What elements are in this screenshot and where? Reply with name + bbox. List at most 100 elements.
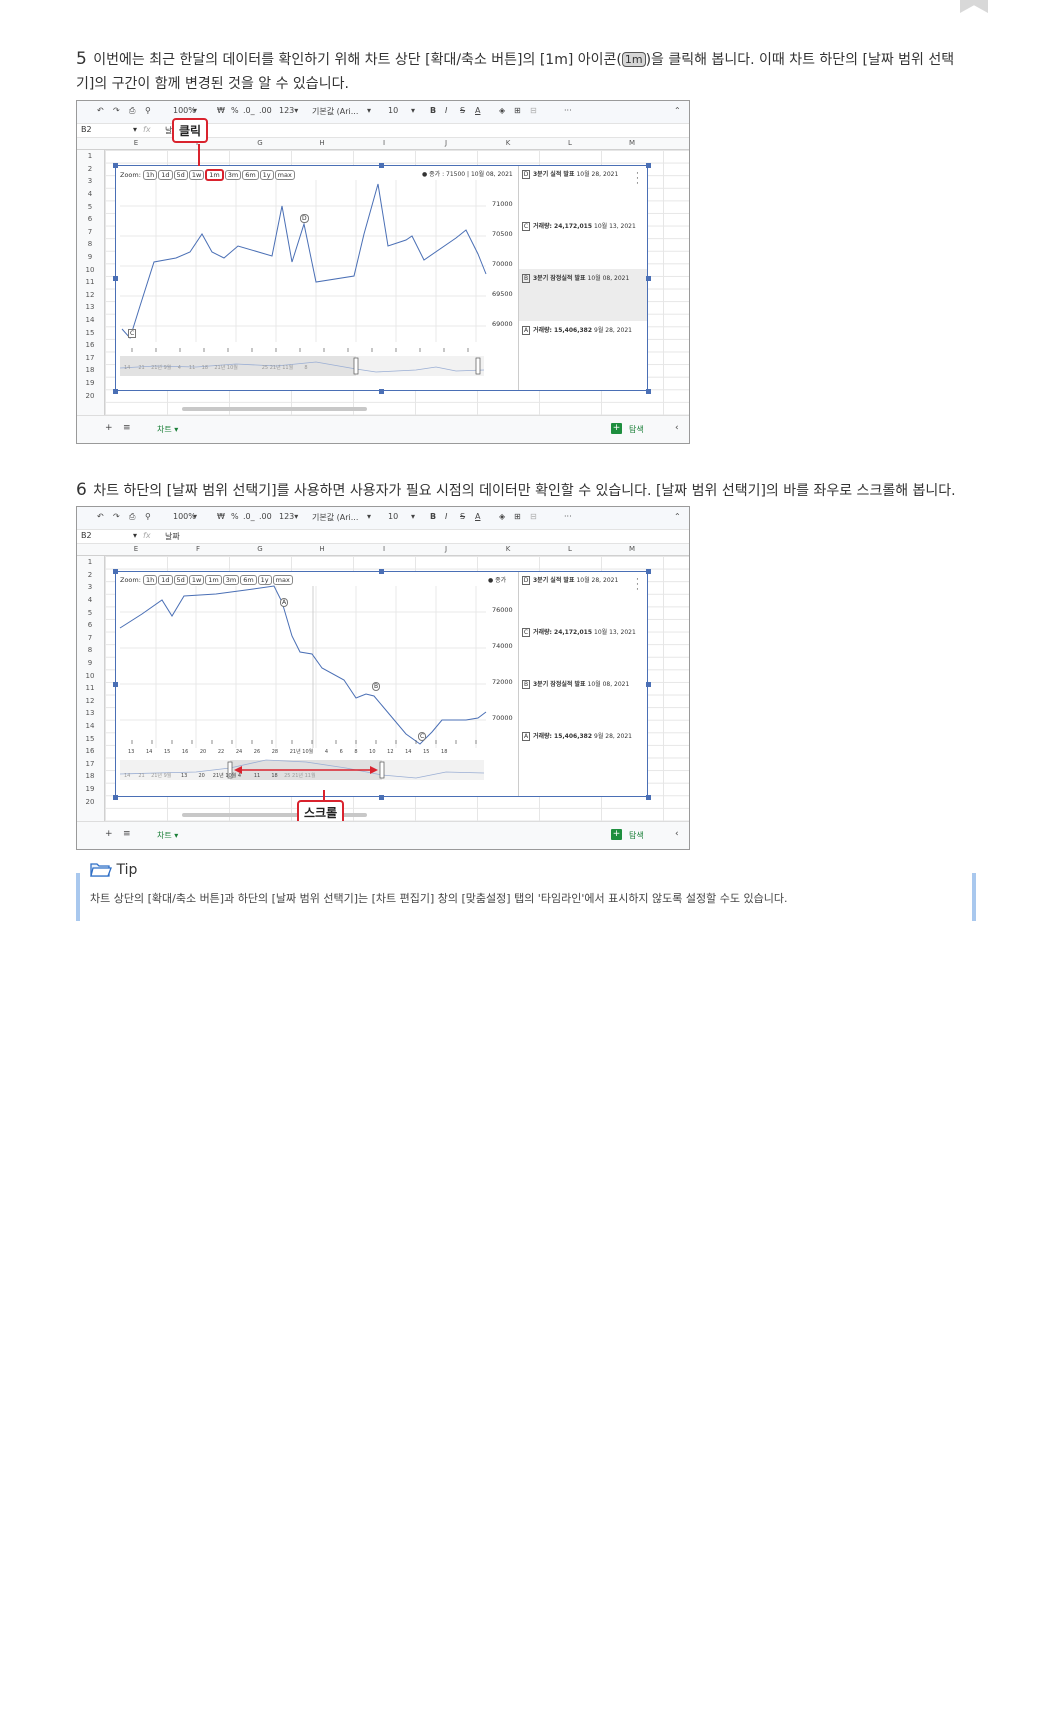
annotation-c[interactable]: C 거래량: 24,172,015 10월 13, 2021	[522, 222, 636, 231]
explore-button[interactable]: 탐색	[629, 425, 644, 434]
merge-icon[interactable]: ⊟	[530, 512, 537, 521]
all-sheets-icon[interactable]: ≡	[123, 423, 131, 433]
currency-button[interactable]: ₩	[217, 106, 225, 115]
collapse-icon[interactable]: ⌃	[674, 512, 681, 521]
sheet-tab-chart[interactable]: 차트 ▾	[157, 831, 179, 840]
chart-resize-handle[interactable]	[113, 163, 118, 168]
flag-a[interactable]: A	[280, 598, 289, 607]
horizontal-scrollbar[interactable]	[182, 813, 367, 817]
chart-resize-handle[interactable]	[379, 795, 384, 800]
zoom-1w-button[interactable]: 1w	[188, 170, 205, 180]
zoom-select[interactable]: 100%	[173, 512, 196, 521]
flag-c[interactable]: C	[128, 329, 137, 338]
borders-icon[interactable]: ⊞	[514, 106, 521, 115]
italic-button[interactable]: I	[445, 512, 448, 521]
bold-button[interactable]: B	[430, 512, 437, 521]
explore-icon[interactable]: +	[611, 423, 622, 434]
annotation-b[interactable]: B 3분기 잠정실적 발표 10월 08, 2021	[522, 274, 630, 283]
sheet-tab-chart[interactable]: 차트 ▾	[157, 425, 179, 434]
chart-resize-handle[interactable]	[646, 389, 651, 394]
timeline-chart[interactable]: Zoom: 1h 1d 5d 1w 1m 3m 6m 1y max ● 종가 : 71500 |…	[115, 165, 648, 391]
italic-button[interactable]: I	[445, 106, 448, 115]
all-sheets-icon[interactable]: ≡	[123, 829, 131, 839]
flag-d[interactable]: D	[300, 214, 309, 223]
zoom-1h-button[interactable]: 1h	[143, 170, 158, 180]
zoom-1y-button[interactable]: 1y	[259, 170, 274, 180]
more-button[interactable]: ···	[564, 512, 572, 521]
zoom-max-button[interactable]: max	[272, 575, 293, 585]
chart-resize-handle[interactable]	[646, 795, 651, 800]
annotation-c[interactable]: C 거래량: 24,172,015 10월 13, 2021	[522, 628, 636, 637]
annotation-d[interactable]: D 3분기 실적 발표 10월 28, 2021	[522, 576, 619, 585]
zoom-1m-button[interactable]: 1m	[205, 169, 224, 181]
decrease-decimal-button[interactable]: .0_	[243, 512, 255, 521]
number-format-button[interactable]: 123▾	[279, 512, 299, 521]
zoom-select[interactable]: 100%	[173, 106, 196, 115]
undo-icon[interactable]: ↶	[97, 106, 104, 115]
zoom-1m-button[interactable]: 1m	[205, 575, 222, 585]
chart-resize-handle[interactable]	[646, 163, 651, 168]
zoom-5d-button[interactable]: 5d	[173, 575, 188, 585]
undo-icon[interactable]: ↶	[97, 512, 104, 521]
chart-resize-handle[interactable]	[113, 389, 118, 394]
strikethrough-button[interactable]: S	[460, 512, 466, 521]
text-color-button[interactable]: A	[475, 512, 481, 521]
annotation-b[interactable]: B 3분기 잠정실적 발표 10월 08, 2021	[522, 680, 630, 689]
zoom-1y-button[interactable]: 1y	[257, 575, 272, 585]
chart-resize-handle[interactable]	[379, 569, 384, 574]
paint-format-icon[interactable]: ⚲	[145, 106, 151, 115]
percent-button[interactable]: %	[231, 106, 239, 115]
font-size-select[interactable]: 10	[388, 106, 399, 115]
chart-resize-handle[interactable]	[646, 682, 651, 687]
annotation-a[interactable]: A 거래량: 15,406,382 9월 28, 2021	[522, 732, 632, 741]
more-vert-icon[interactable]: · · ·	[636, 169, 639, 189]
merge-icon[interactable]: ⊟	[530, 106, 537, 115]
chart-resize-handle[interactable]	[646, 569, 651, 574]
zoom-6m-button[interactable]: 6m	[240, 575, 257, 585]
zoom-1h-button[interactable]: 1h	[143, 575, 158, 585]
explore-button[interactable]: 탐색	[629, 831, 644, 840]
zoom-1d-button[interactable]: 1d	[158, 170, 173, 180]
decrease-decimal-button[interactable]: .0_	[243, 106, 255, 115]
add-sheet-icon[interactable]: +	[105, 423, 113, 433]
collapse-icon[interactable]: ⌃	[674, 106, 681, 115]
flag-c[interactable]: C	[418, 732, 427, 741]
chart-resize-handle[interactable]	[646, 276, 651, 281]
text-color-button[interactable]: A	[475, 106, 481, 115]
zoom-3m-button[interactable]: 3m	[224, 170, 242, 180]
chart-resize-handle[interactable]	[113, 682, 118, 687]
explore-icon[interactable]: +	[611, 829, 622, 840]
formula-input[interactable]: 날짜	[165, 532, 180, 541]
redo-icon[interactable]: ↷	[113, 106, 120, 115]
font-size-select[interactable]: 10	[388, 512, 399, 521]
chart-resize-handle[interactable]	[113, 276, 118, 281]
timeline-chart[interactable]: Zoom: 1h 1d 5d 1w 1m 3m 6m 1y max ● 종가 A B C	[115, 571, 648, 797]
zoom-3m-button[interactable]: 3m	[222, 575, 240, 585]
bold-button[interactable]: B	[430, 106, 437, 115]
print-icon[interactable]: ⎙	[129, 512, 136, 521]
horizontal-scrollbar[interactable]	[182, 407, 367, 411]
increase-decimal-button[interactable]: .00	[259, 512, 272, 521]
zoom-5d-button[interactable]: 5d	[173, 170, 188, 180]
add-sheet-icon[interactable]: +	[105, 829, 113, 839]
number-format-button[interactable]: 123▾	[279, 106, 299, 115]
print-icon[interactable]: ⎙	[129, 106, 136, 115]
chart-resize-handle[interactable]	[113, 569, 118, 574]
cell-reference[interactable]: B2	[81, 531, 92, 540]
cell-reference[interactable]: B2	[81, 125, 92, 134]
fill-color-icon[interactable]: ◈	[499, 512, 506, 521]
redo-icon[interactable]: ↷	[113, 512, 120, 521]
collapse-side-icon[interactable]: ‹	[675, 829, 679, 839]
percent-button[interactable]: %	[231, 512, 239, 521]
more-vert-icon[interactable]: · · ·	[636, 575, 639, 595]
formula-input[interactable]: 날	[165, 126, 173, 135]
currency-button[interactable]: ₩	[217, 512, 225, 521]
annotation-a[interactable]: A 거래량: 15,406,382 9월 28, 2021	[522, 326, 632, 335]
borders-icon[interactable]: ⊞	[514, 512, 521, 521]
zoom-1w-button[interactable]: 1w	[188, 575, 205, 585]
zoom-6m-button[interactable]: 6m	[242, 170, 259, 180]
chart-resize-handle[interactable]	[379, 163, 384, 168]
annotation-d[interactable]: D 3분기 실적 발표 10월 28, 2021	[522, 170, 619, 179]
paint-format-icon[interactable]: ⚲	[145, 512, 151, 521]
zoom-max-button[interactable]: max	[274, 170, 295, 180]
